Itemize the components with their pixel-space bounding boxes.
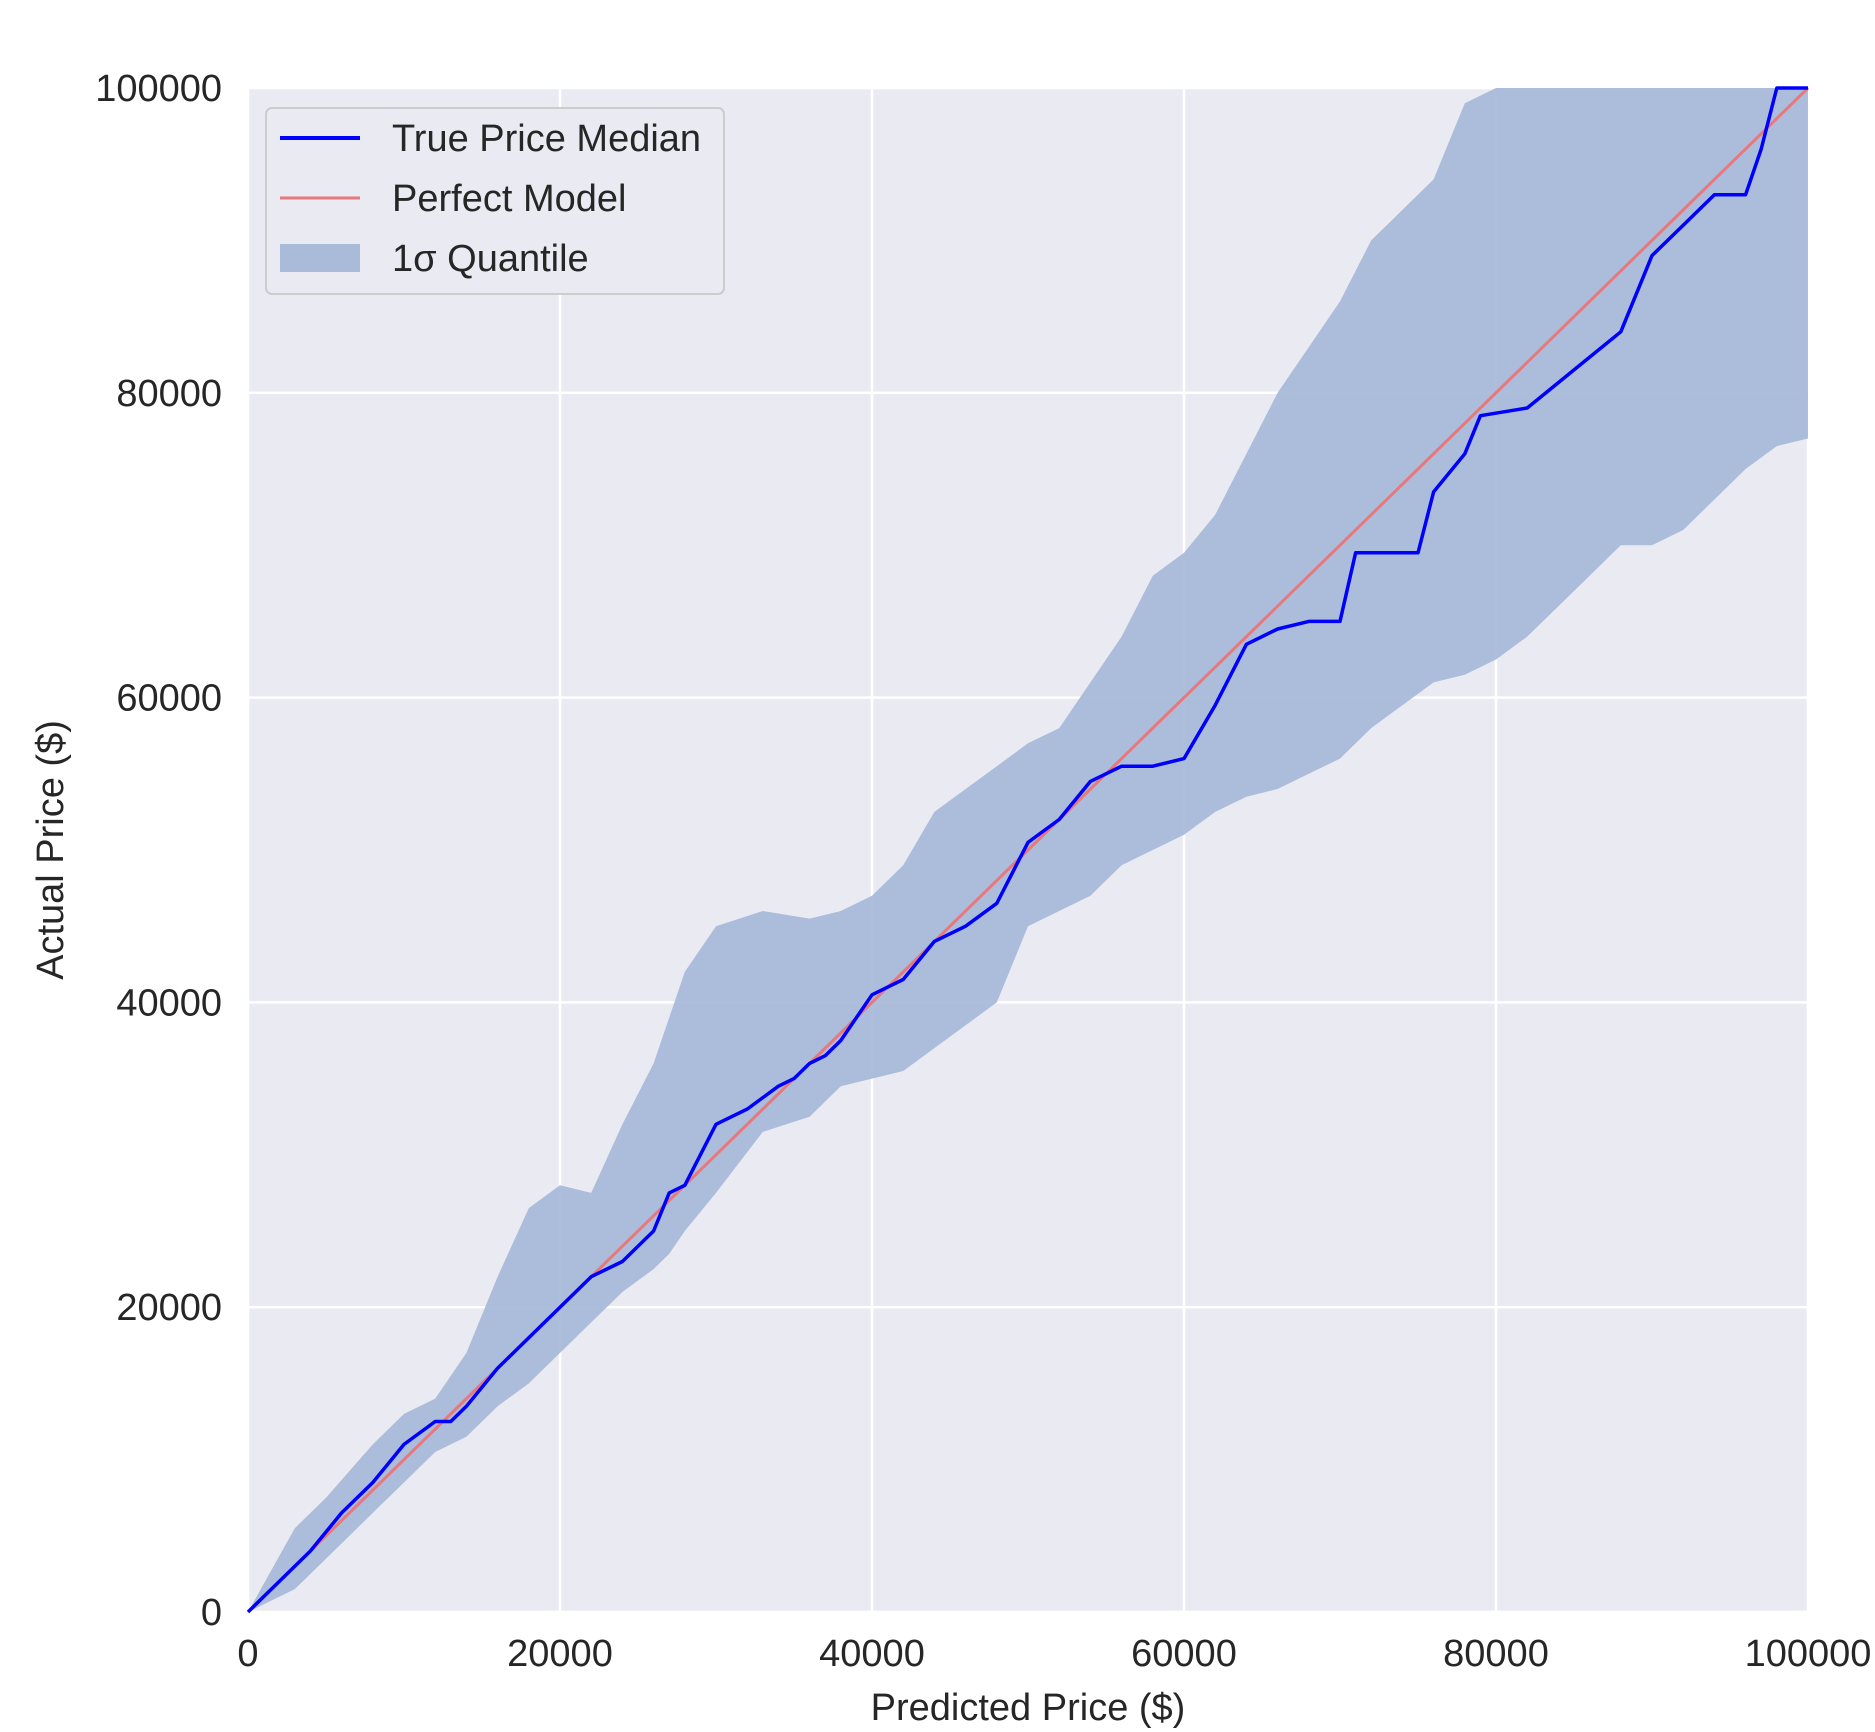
y-tick-label: 80000: [116, 373, 222, 415]
y-tick-label: 0: [201, 1592, 222, 1634]
y-tick-labels: 0 20000 40000 60000 80000 100000: [95, 68, 222, 1634]
legend: True Price Median Perfect Model 1σ Quant…: [265, 107, 725, 295]
x-tick-label: 60000: [1131, 1633, 1237, 1675]
plot-area: [246, 86, 1810, 1614]
x-tick-label: 0: [237, 1633, 258, 1675]
y-tick-label: 40000: [116, 982, 222, 1024]
x-axis-label: Predicted Price ($): [871, 1687, 1186, 1729]
y-tick-label: 20000: [116, 1287, 222, 1329]
y-axis-label: Actual Price ($): [30, 720, 72, 980]
x-tick-label: 20000: [507, 1633, 613, 1675]
legend-label-true-price-median: True Price Median: [392, 118, 701, 160]
x-tick-label: 80000: [1443, 1633, 1549, 1675]
legend-swatch-quantile: [280, 244, 360, 272]
y-tick-label: 60000: [116, 678, 222, 720]
y-tick-label: 100000: [95, 68, 222, 110]
x-tick-labels: 0 20000 40000 60000 80000 100000: [237, 1633, 1871, 1675]
legend-label-quantile: 1σ Quantile: [392, 238, 589, 280]
true-price-median-line: [246, 86, 1808, 1614]
legend-label-perfect-model: Perfect Model: [392, 178, 626, 220]
x-tick-label: 100000: [1745, 1633, 1872, 1675]
series-lines-layer: [246, 86, 1810, 1614]
x-tick-label: 40000: [819, 1633, 925, 1675]
legend-box: [265, 107, 725, 295]
